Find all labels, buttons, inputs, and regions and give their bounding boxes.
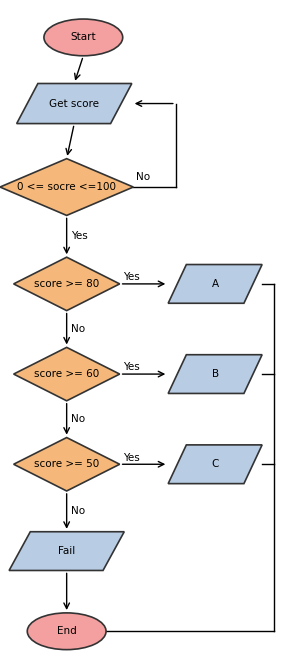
Text: score >= 80: score >= 80	[34, 279, 99, 289]
Text: End: End	[57, 627, 77, 636]
Text: B: B	[211, 369, 219, 379]
Ellipse shape	[44, 19, 123, 56]
Text: No: No	[136, 172, 151, 182]
Text: C: C	[211, 460, 219, 469]
Text: score >= 50: score >= 50	[34, 460, 99, 469]
Polygon shape	[14, 347, 120, 401]
Text: Get score: Get score	[49, 99, 99, 108]
Ellipse shape	[27, 613, 106, 649]
Text: Yes: Yes	[123, 453, 139, 462]
Text: No: No	[71, 506, 85, 516]
Text: Yes: Yes	[71, 231, 88, 241]
Polygon shape	[168, 445, 262, 484]
Text: No: No	[71, 414, 85, 424]
Polygon shape	[14, 438, 120, 491]
Text: Yes: Yes	[123, 363, 139, 372]
Text: A: A	[211, 279, 219, 289]
Polygon shape	[0, 159, 133, 215]
Text: Fail: Fail	[58, 546, 75, 556]
Polygon shape	[17, 84, 132, 124]
Polygon shape	[14, 257, 120, 311]
Polygon shape	[168, 355, 262, 393]
Text: 0 <= socre <=100: 0 <= socre <=100	[17, 182, 116, 192]
Text: No: No	[71, 324, 85, 334]
Text: score >= 60: score >= 60	[34, 369, 99, 379]
Text: Yes: Yes	[123, 273, 139, 282]
Polygon shape	[9, 532, 124, 570]
Text: Start: Start	[71, 33, 96, 42]
Polygon shape	[168, 265, 262, 303]
